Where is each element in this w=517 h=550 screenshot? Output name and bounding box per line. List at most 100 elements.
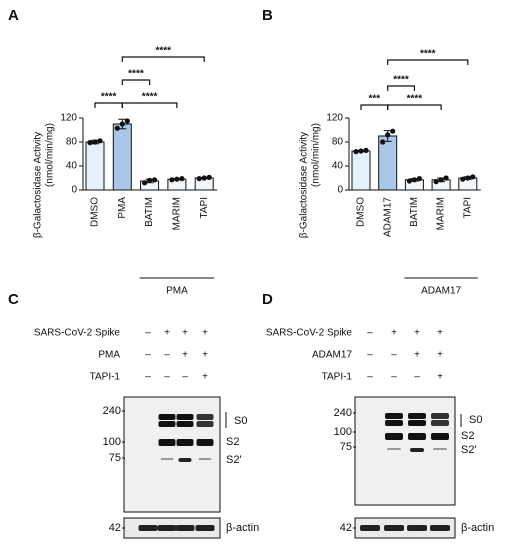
treatment-sign: + — [437, 328, 443, 339]
band — [176, 439, 194, 446]
marker-label: 42 — [340, 522, 352, 534]
marker-label: 42 — [109, 522, 121, 534]
band — [360, 525, 380, 531]
row-label: TAPI-1 — [90, 372, 121, 383]
treatment-sign: + — [182, 350, 188, 361]
band — [160, 458, 174, 460]
band — [138, 525, 158, 531]
y-axis-label: (nmol/min/mg) — [45, 123, 56, 187]
band — [195, 525, 215, 531]
band — [196, 421, 214, 427]
data-point — [411, 177, 417, 183]
data-point — [460, 176, 466, 182]
treatment-sign: – — [164, 350, 170, 361]
band — [158, 439, 176, 446]
data-point — [196, 176, 202, 182]
x-tick-label: TAPI — [462, 197, 473, 218]
data-point — [114, 125, 120, 131]
treatment-sign: + — [164, 328, 170, 339]
treatment-sign: – — [391, 350, 397, 361]
band — [198, 458, 212, 460]
treatment-sign: + — [437, 372, 443, 383]
data-point — [174, 176, 180, 182]
band — [176, 414, 194, 420]
data-point — [201, 175, 207, 181]
data-point — [380, 139, 386, 145]
band — [158, 421, 176, 427]
data-point — [179, 176, 185, 182]
band — [431, 413, 449, 419]
significance-bracket — [387, 104, 442, 110]
y-tick-label: 40 — [66, 161, 78, 172]
treatment-sign: – — [164, 372, 170, 383]
significance-bracket — [121, 79, 151, 85]
band-label: S2' — [226, 454, 242, 466]
marker-label: 240 — [334, 407, 352, 419]
panel-label: D — [262, 291, 273, 308]
band-label: S0 — [469, 414, 482, 426]
y-tick-label: 120 — [60, 113, 77, 124]
data-point — [97, 138, 103, 144]
band-label: S2 — [226, 436, 239, 448]
data-point — [438, 177, 444, 183]
band — [408, 420, 426, 426]
x-tick-label: BATIM — [144, 197, 155, 227]
marker-label: 100 — [103, 436, 121, 448]
band — [407, 525, 427, 531]
treatment-sign: + — [414, 328, 420, 339]
band — [431, 433, 449, 440]
treatment-sign: + — [202, 350, 208, 361]
data-point — [358, 148, 364, 154]
group-label: ADAM17 — [421, 286, 461, 297]
marker-label: 75 — [109, 452, 121, 464]
y-axis-label: β-Galactosidase Activity — [299, 132, 310, 238]
y-tick-label: 40 — [332, 161, 344, 172]
panel-label: A — [8, 7, 19, 24]
band — [157, 525, 177, 531]
y-tick-label: 120 — [326, 113, 343, 124]
data-point — [147, 177, 153, 183]
treatment-sign: – — [145, 328, 151, 339]
data-point — [152, 177, 158, 183]
treatment-sign: + — [414, 350, 420, 361]
data-point — [385, 132, 391, 138]
data-point — [124, 118, 130, 124]
row-label: SARS-CoV-2 Spike — [266, 328, 353, 339]
band — [385, 413, 403, 419]
band — [431, 420, 449, 426]
y-axis-label: (nmol/min/mg) — [311, 123, 322, 187]
band — [158, 414, 176, 420]
band — [385, 433, 403, 440]
band — [387, 448, 401, 450]
marker-label: 100 — [334, 426, 352, 438]
band — [385, 420, 403, 426]
x-tick-label: MARIM — [172, 197, 183, 230]
treatment-sign: – — [145, 350, 151, 361]
group-label: PMA — [166, 286, 188, 297]
significance-label: **** — [142, 92, 158, 103]
data-point — [406, 178, 412, 184]
band-label: S0 — [234, 415, 247, 427]
band — [178, 458, 192, 462]
band — [408, 433, 426, 440]
y-tick-label: 0 — [71, 185, 77, 196]
data-point — [433, 179, 439, 185]
data-point — [443, 175, 449, 181]
data-point — [142, 180, 148, 186]
bar — [112, 123, 132, 191]
row-label: ADAM17 — [312, 350, 352, 361]
x-tick-label: DMSO — [356, 197, 367, 227]
x-tick-label: TAPI — [199, 197, 210, 218]
significance-bracket — [387, 85, 415, 91]
band — [196, 439, 214, 446]
x-tick-label: MARIM — [436, 197, 447, 230]
treatment-sign: + — [202, 372, 208, 383]
band — [408, 413, 426, 419]
row-label: PMA — [98, 350, 120, 361]
band-label: β-actin — [461, 522, 494, 534]
significance-bracket — [94, 102, 123, 108]
significance-bracket — [387, 59, 469, 65]
treatment-sign: – — [391, 372, 397, 383]
panel-label: B — [262, 7, 273, 24]
